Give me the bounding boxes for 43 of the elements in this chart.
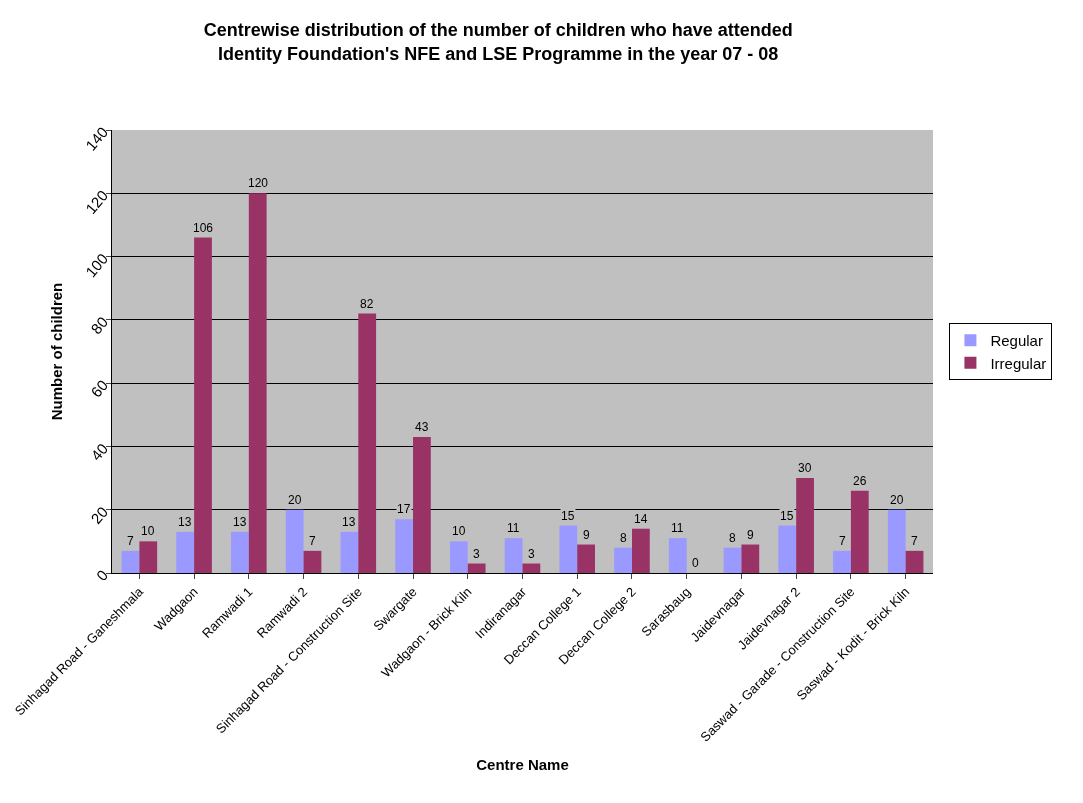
y-tick-label: 60	[87, 376, 112, 401]
data-label: 7	[839, 534, 846, 548]
y-tick-label: 100	[81, 250, 112, 281]
data-label: 11	[507, 521, 520, 535]
data-label: 13	[178, 515, 192, 529]
data-label: 11	[671, 521, 684, 535]
y-tick-label: 20	[87, 503, 112, 527]
data-label: 3	[528, 547, 535, 561]
y-axis-title: Number of children	[48, 282, 66, 421]
data-label: 20	[890, 493, 904, 507]
y-tick-label: 80	[87, 313, 112, 338]
data-label: 15	[780, 509, 794, 523]
chart-title: Centrewise distribution of the number of children who have attended Identity Foundation's NFE and LSE Programme in the year 07 - 08	[203, 20, 793, 64]
data-label: 15	[561, 509, 575, 523]
data-label: 7	[309, 534, 316, 548]
data-label: 9	[747, 528, 754, 542]
y-tick-label: 0	[92, 566, 112, 584]
data-label: 13	[233, 515, 247, 529]
x-axis-title: Centre Name	[476, 755, 569, 773]
data-label: 13	[342, 515, 356, 529]
legend-label: Regular	[990, 332, 1043, 350]
data-label: 8	[620, 531, 627, 545]
y-tick-label: 40	[87, 440, 112, 464]
data-label: 17	[397, 502, 411, 516]
y-tick-label: 140	[81, 123, 112, 154]
legend-label: Irregular	[990, 354, 1047, 372]
data-label: 120	[248, 176, 269, 190]
data-label: 10	[141, 524, 155, 538]
data-label: 7	[911, 534, 918, 548]
data-label: 30	[798, 461, 812, 475]
data-label: 82	[360, 297, 374, 311]
y-tick-label: 120	[81, 186, 112, 217]
data-label: 14	[634, 512, 648, 526]
data-label: 9	[583, 528, 590, 542]
data-label: 43	[415, 420, 429, 434]
data-label: 26	[853, 474, 867, 488]
data-label: 106	[193, 221, 214, 235]
data-label: 20	[288, 493, 302, 507]
data-label: 8	[729, 531, 736, 545]
data-label: 0	[692, 556, 699, 570]
data-label: 7	[127, 534, 134, 548]
data-label: 10	[452, 524, 466, 538]
data-label: 3	[473, 547, 480, 561]
